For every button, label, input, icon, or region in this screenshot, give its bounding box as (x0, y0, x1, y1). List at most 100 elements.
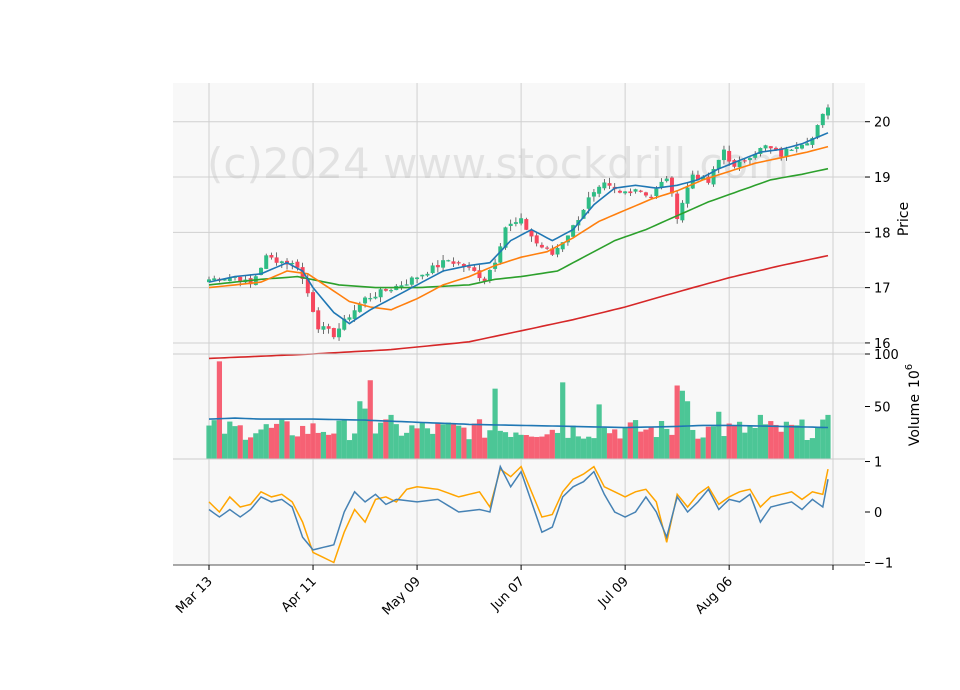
candle-body (706, 176, 711, 183)
volume-bar (352, 433, 358, 459)
candle-body (415, 277, 420, 280)
candle-body (363, 297, 368, 304)
candle-body (529, 230, 534, 237)
volume-bar (612, 429, 618, 459)
volume-tick-label: 100 (874, 348, 899, 363)
candle-body (222, 279, 227, 281)
volume-bar (762, 424, 769, 459)
volume-bar (788, 424, 795, 459)
candle-body (732, 160, 737, 167)
volume-bar (471, 423, 477, 459)
indicator-panel (173, 459, 865, 565)
candle-body (597, 186, 602, 194)
candle-body (607, 183, 612, 186)
candle-body (649, 196, 654, 199)
volume-bar (653, 437, 659, 459)
volume-bar (643, 429, 649, 459)
ma-line-mid (208, 145, 829, 311)
candle-body (581, 209, 586, 219)
candle-body (534, 235, 539, 244)
volume-bar (544, 434, 550, 459)
volume-bar (310, 423, 316, 459)
volume-bar (492, 388, 498, 459)
candle-body (430, 265, 435, 274)
volume-axis-exponent: 6 (904, 364, 915, 370)
volume-bar (237, 425, 243, 459)
volume-bar (820, 419, 826, 459)
indicator-y-axis: 1 0 −1 (865, 456, 893, 571)
ma-line-slow (208, 167, 829, 289)
volume-bar (528, 436, 535, 459)
volume-bar (580, 438, 587, 459)
candle-body (290, 262, 295, 265)
volume-bar (606, 433, 613, 459)
x-tick-label: Mar 13 (173, 574, 216, 617)
candle-body (259, 267, 264, 275)
candle-body (279, 261, 284, 264)
volume-axis-label-text: Volume (907, 394, 923, 446)
candle-body (737, 161, 742, 168)
x-axis: Mar 13 Apr 11 May 09 Jun 07 Jul 09 Aug 06 (173, 565, 834, 618)
candle-body (305, 278, 310, 294)
candle-body (617, 190, 622, 193)
candle-body (826, 107, 830, 116)
candle-body (685, 187, 690, 204)
volume-bar (435, 423, 441, 459)
volume-bar (710, 426, 717, 459)
volume-bar (404, 432, 410, 459)
volume-bar (627, 422, 633, 459)
volume-bar (424, 428, 431, 459)
volume-bar (305, 433, 311, 459)
candle-body (378, 289, 383, 298)
candle-body (342, 318, 347, 330)
volume-bar (378, 422, 384, 459)
volume-bar (440, 424, 446, 459)
indicator-tick-label: 1 (874, 456, 882, 471)
candle-body (799, 144, 804, 149)
candle-body (565, 235, 570, 243)
price-axis-label: Price (896, 202, 912, 236)
volume-bar (284, 421, 290, 459)
candle-body (472, 267, 477, 271)
candle-body (810, 138, 815, 145)
volume-bar (658, 420, 665, 459)
volume-bar (684, 401, 691, 459)
candle-body (805, 143, 810, 146)
volume-bar (232, 426, 238, 459)
price-tick-label: 17 (874, 282, 891, 297)
volume-bar (773, 424, 779, 459)
volume-bar (242, 439, 249, 459)
volume-bar (253, 433, 259, 459)
candle-body (248, 278, 253, 285)
volume-bar (700, 437, 706, 459)
volume-bar (300, 425, 306, 459)
candle-body (638, 190, 643, 192)
candle-body (602, 182, 607, 189)
volume-bar (554, 432, 561, 459)
candle-body (555, 247, 560, 255)
candle-body (742, 160, 747, 162)
candle-body (316, 310, 321, 330)
volume-bar (757, 414, 763, 459)
volume-bar (570, 425, 576, 459)
volume-bar (549, 429, 555, 459)
volume-bar (804, 439, 810, 459)
volume-bar (398, 435, 405, 459)
candle-body (794, 146, 799, 149)
volume-bar (716, 411, 722, 459)
indicator-lines (208, 464, 829, 564)
volume-bar (388, 414, 394, 459)
volume-bar (586, 436, 592, 459)
candle-body (680, 202, 685, 221)
candle-body (701, 176, 706, 181)
candle-body (768, 146, 773, 149)
candle-body (591, 192, 596, 197)
volume-bar (450, 424, 457, 459)
volume-bar (258, 429, 264, 459)
candle-body (758, 147, 763, 154)
candle-body (446, 260, 451, 262)
candle-body (337, 328, 342, 338)
candle-body (420, 274, 425, 277)
volume-bar (632, 420, 639, 459)
